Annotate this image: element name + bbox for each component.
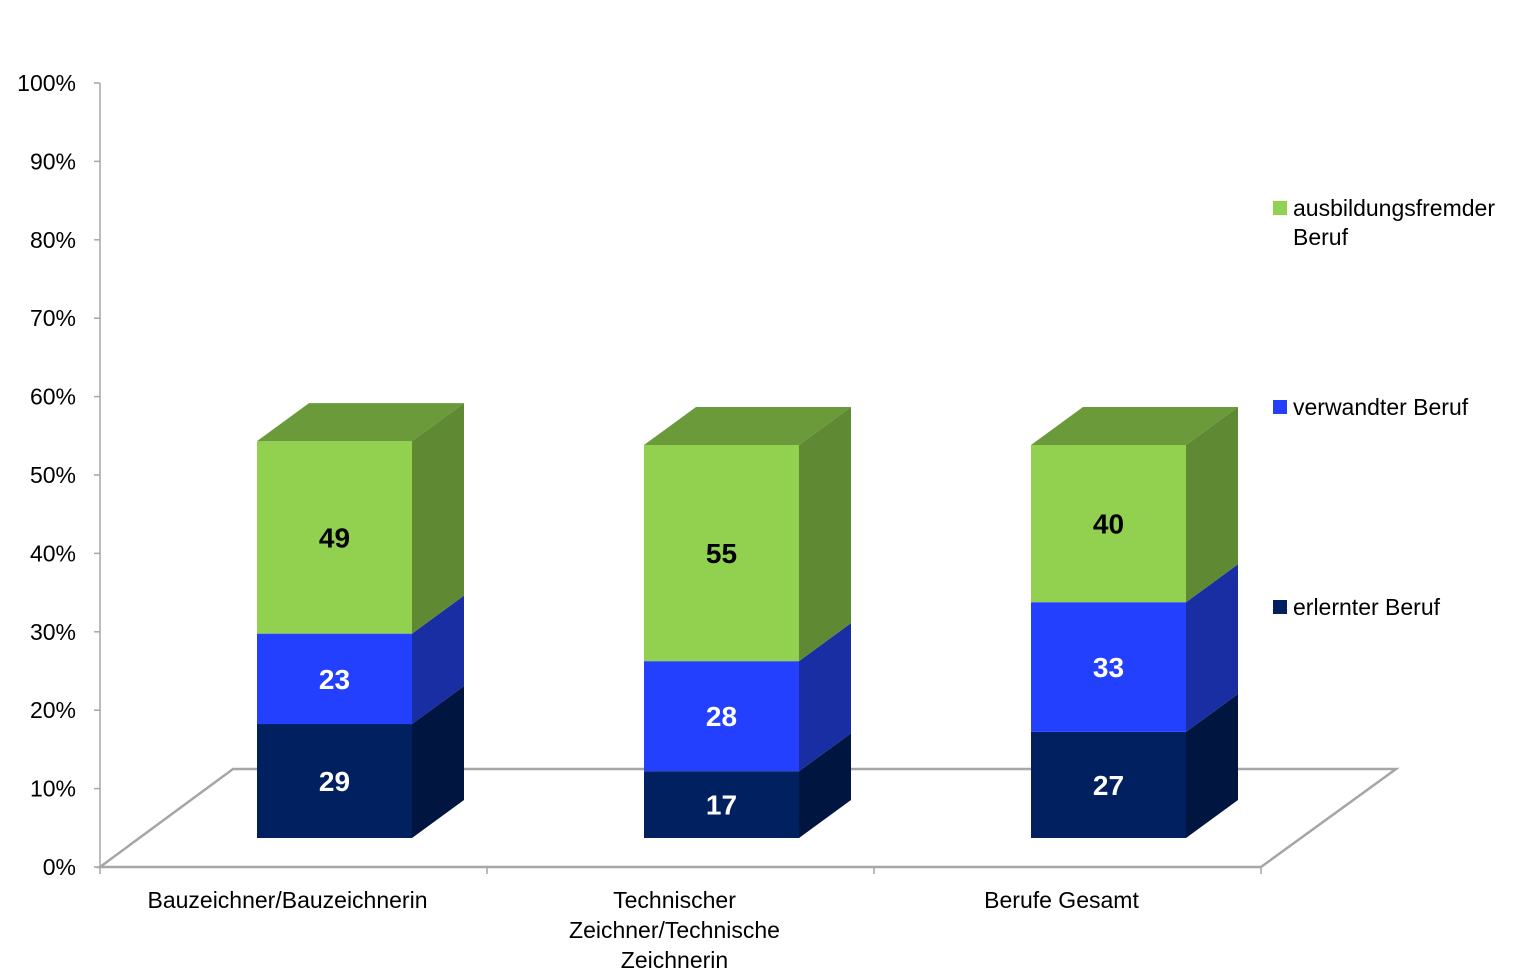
bar-side [412, 686, 464, 838]
x-category-label: Berufe Gesamt [984, 887, 1139, 913]
y-tick-label: 20% [30, 697, 76, 723]
data-label: 33 [1093, 652, 1124, 683]
data-label: 40 [1093, 509, 1124, 540]
bar-segment [644, 445, 799, 662]
legend-swatch [1273, 201, 1287, 215]
bar-segment [257, 724, 412, 838]
legend-swatch [1273, 600, 1287, 614]
bar-top [257, 403, 464, 442]
bar-side [412, 403, 464, 634]
y-tick-label: 90% [30, 148, 76, 174]
y-tick-label: 0% [43, 854, 76, 880]
data-label: 55 [706, 538, 737, 569]
data-label: 28 [706, 701, 737, 732]
bar-side [1186, 693, 1238, 838]
data-label: 49 [319, 522, 350, 553]
bar-side [1186, 407, 1238, 603]
data-label: 29 [319, 766, 350, 797]
bar-segment [257, 633, 412, 725]
legend-label: erlernter Beruf [1293, 594, 1441, 620]
bar-segment [1031, 445, 1186, 603]
bar-side [799, 407, 851, 662]
bar-side [412, 595, 464, 725]
bar-segment [644, 661, 799, 772]
x-category-label: Bauzeichner/Bauzeichnerin [147, 887, 427, 913]
bar-segment [644, 771, 799, 838]
bar-segment [1031, 602, 1186, 732]
y-tick-label: 70% [30, 305, 76, 331]
bar-segment [257, 441, 412, 634]
bar-segment [1031, 731, 1186, 838]
y-tick-label: 50% [30, 462, 76, 488]
y-tick-label: 80% [30, 227, 76, 253]
data-label: 27 [1093, 770, 1124, 801]
y-tick-label: 60% [30, 384, 76, 410]
data-label: 23 [319, 664, 350, 695]
legend-swatch [1273, 400, 1287, 414]
x-category-label: Technischer Zeichner/Technische Zeichnerin [569, 887, 780, 971]
y-tick-label: 40% [30, 540, 76, 566]
y-tick-label: 30% [30, 619, 76, 645]
bar-side [799, 733, 851, 838]
legend-label: ausbildungsfremder Beruf [1293, 195, 1495, 250]
bar-side [1186, 564, 1238, 732]
y-tick-label: 10% [30, 776, 76, 802]
bar-side [799, 623, 851, 772]
bar-top [644, 407, 851, 445]
y-tick-label: 100% [17, 70, 76, 96]
bar-top [1031, 407, 1238, 445]
data-label: 17 [706, 790, 737, 821]
legend-label: verwandter Beruf [1293, 394, 1469, 420]
